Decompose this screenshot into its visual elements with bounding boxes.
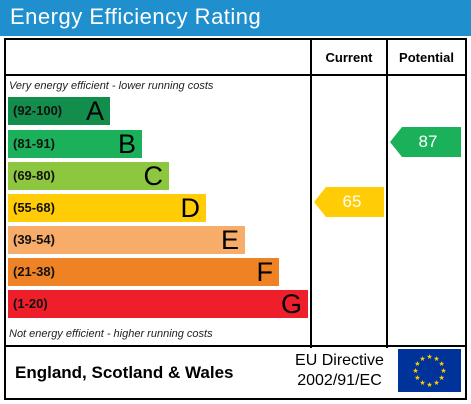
band-letter: D [180,193,201,223]
directive-line-1: EU Directive [295,352,384,369]
divider-current [310,38,312,348]
current-rating-arrow: 65 [314,187,384,217]
band-range: (1-20) [13,296,48,311]
band-range: (92-100) [13,103,63,118]
star-icon: ★ [419,355,425,363]
divider-potential [386,38,388,348]
bottom-note: Not energy efficient - higher running co… [9,328,213,340]
band-letter: E [220,225,239,255]
directive-line-2: 2002/91/EC [297,372,382,389]
star-icon: ★ [433,355,439,363]
band-letter: A [85,96,104,126]
band-f: (21-38) F [8,258,279,286]
band-letter: B [117,129,136,159]
header-divider [4,74,467,76]
footer-divider [4,345,467,347]
band-letter: C [143,161,164,191]
band-range: (55-68) [13,200,55,215]
star-icon: ★ [440,367,446,375]
potential-rating-value: 87 [418,132,438,151]
current-arrow-shape [314,187,384,217]
eu-flag-icon: ★ ★★★★★★★★★★★ [398,349,461,392]
star-icon: ★ [438,374,444,382]
band-range: (21-38) [13,264,55,279]
potential-heading: Potential [399,50,454,65]
band-a: (92-100) A [8,97,110,125]
top-note: Very energy efficient - lower running co… [9,80,214,92]
current-heading: Current [325,50,373,65]
star-icon: ★ [426,353,432,361]
band-range: (69-80) [13,168,55,183]
star-icon: ★ [414,374,420,382]
star-icon: ★ [438,360,444,368]
band-c: (69-80) C [8,162,169,190]
current-rating-value: 65 [342,192,362,211]
band-range: (39-54) [13,232,55,247]
band-e: (39-54) E [8,226,245,254]
page-title: Energy Efficiency Rating [10,4,262,29]
region-label: England, Scotland & Wales [15,363,234,382]
title-bar: Energy Efficiency Rating [0,0,471,36]
band-b: (81-91) B [8,130,142,158]
potential-arrow-shape [390,127,461,157]
potential-rating-arrow: 87 [390,127,461,157]
star-icon: ★ [412,367,418,375]
band-d: (55-68) D [8,194,206,222]
star-icon: ★ [433,379,439,387]
rating-frame [4,38,467,400]
star-icon: ★ [419,379,425,387]
band-letter: F [256,257,274,287]
star-icon: ★ [426,381,432,389]
eu-directive: EU Directive 2002/91/EC [282,351,397,391]
band-letter: G [280,289,302,319]
band-g: (1-20) G [8,290,308,318]
band-range: (81-91) [13,136,55,151]
star-icon: ★ [414,360,420,368]
